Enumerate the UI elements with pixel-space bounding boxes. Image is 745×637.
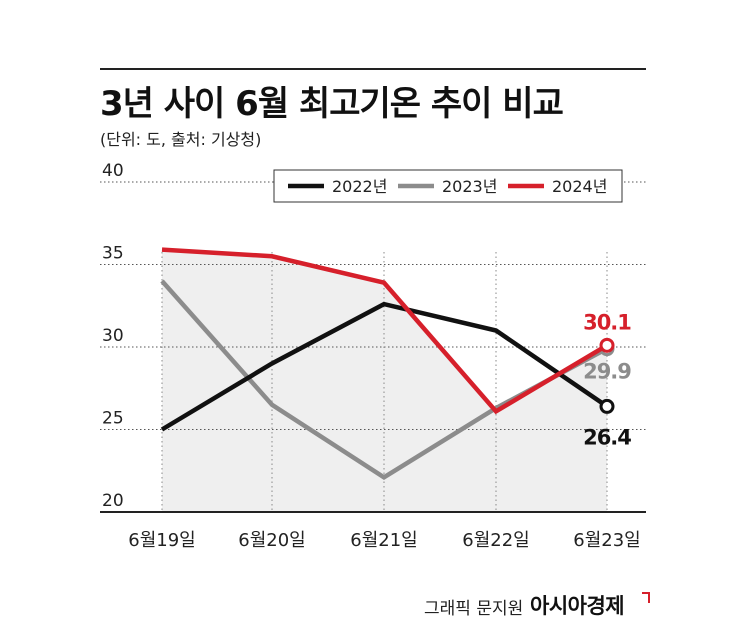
legend-box xyxy=(273,169,623,203)
y-tick-label: 25 xyxy=(102,409,124,429)
legend-label: 2024년 xyxy=(552,177,607,196)
x-tick-label: 6월19일 xyxy=(128,530,195,551)
series-line-2022년 xyxy=(160,301,609,432)
data-label-end: 26.4 xyxy=(583,425,631,449)
end-point-marker xyxy=(599,398,615,414)
data-label-end: 29.9 xyxy=(583,360,631,384)
y-tick-label: 20 xyxy=(102,491,124,511)
series-line-2024년 xyxy=(161,247,609,415)
legend-label: 2023년 xyxy=(442,177,497,196)
end-point-marker xyxy=(599,337,615,353)
y-tick-label: 30 xyxy=(102,326,124,346)
y-tick-label: 35 xyxy=(102,244,124,264)
graphic-credit: 그래픽 문지원 xyxy=(424,599,524,619)
top-rule xyxy=(100,68,646,70)
chart-subtitle: (단위: 도, 출처: 기상청) xyxy=(100,130,262,149)
chart-title: 3년 사이 6월 최고기온 추이 비교 xyxy=(100,84,564,124)
x-tick-label: 6월22일 xyxy=(462,530,529,551)
x-tick-label: 6월23일 xyxy=(573,530,640,551)
data-label-end: 30.1 xyxy=(583,310,631,334)
x-tick-label: 6월20일 xyxy=(238,530,305,551)
brand-logo: 아시아경제 xyxy=(530,594,625,618)
brand-mark-icon xyxy=(642,592,650,603)
y-tick-label: 40 xyxy=(102,161,124,181)
legend-label: 2022년 xyxy=(332,177,387,196)
x-tick-label: 6월21일 xyxy=(350,530,417,551)
